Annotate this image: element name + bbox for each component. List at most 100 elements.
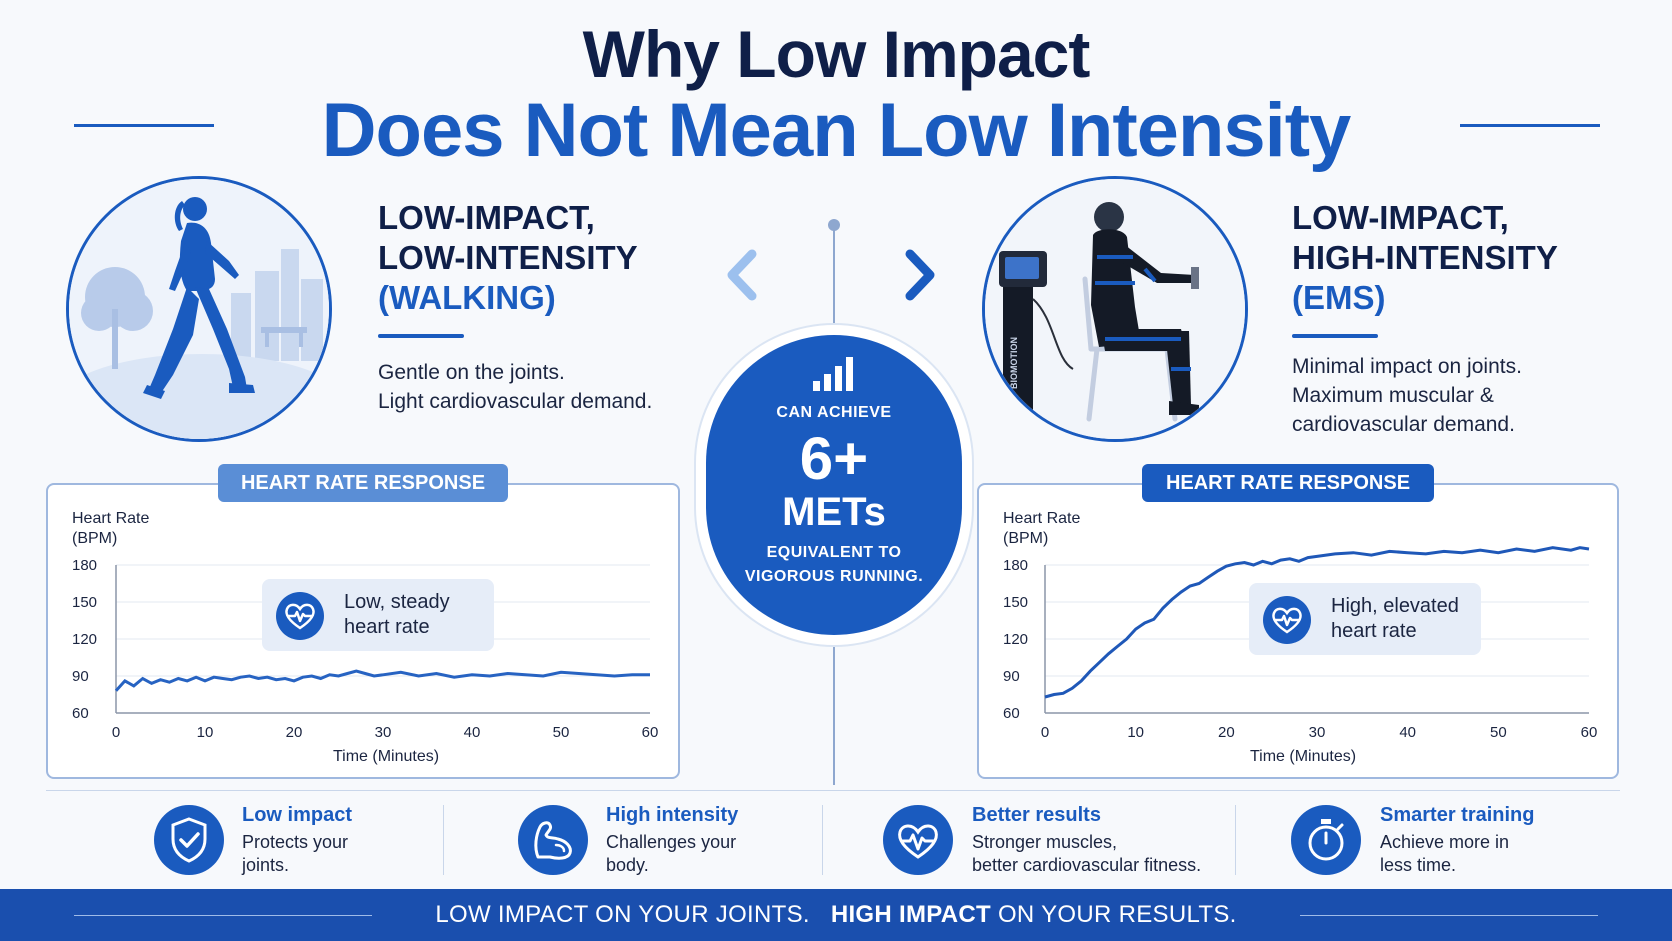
- left-callout-text: Low, steady heart rate: [344, 590, 450, 640]
- right-chart-xtick-30: 30: [1309, 724, 1326, 741]
- heart-pulse-icon: [1263, 596, 1311, 644]
- feature-divider-3: [1235, 805, 1236, 875]
- left-chart-ytick-60: 60: [72, 705, 89, 722]
- mets-badge: CAN ACHIEVE 6+ METs EQUIVALENT TO VIGORO…: [706, 335, 962, 635]
- feature-high-intensity-title: High intensity: [606, 804, 739, 826]
- right-description: Minimal impact on joints. Maximum muscul…: [1292, 352, 1522, 439]
- right-chart-xlabel: Time (Minutes): [1250, 748, 1356, 765]
- center-divider-bottom: [833, 640, 835, 785]
- left-chart-xtick-0: 0: [112, 724, 120, 741]
- footer-left-rule: [74, 915, 372, 916]
- right-chart-xtick-10: 10: [1127, 724, 1144, 741]
- right-text-line-3: cardiovascular demand.: [1292, 413, 1515, 436]
- feature-smarter-training-line-2: less time.: [1380, 855, 1457, 875]
- left-chart-ytick-120: 120: [72, 631, 97, 648]
- feature-high-intensity-line-1: Challenges your: [606, 832, 737, 852]
- right-chart-xtick-20: 20: [1218, 724, 1235, 741]
- title-left-rule: [74, 124, 214, 127]
- left-chart-xlabel: Time (Minutes): [333, 748, 439, 765]
- footer-part-3: ON YOUR RESULTS.: [997, 901, 1237, 928]
- right-callout-line-1: High, elevated: [1331, 595, 1459, 617]
- feature-low-impact-icon-wrap: [154, 805, 224, 875]
- feature-divider-1: [443, 805, 444, 875]
- feature-better-results-line-1: Stronger muscles,: [972, 832, 1118, 852]
- feature-smarter-training-icon-wrap: [1291, 805, 1361, 875]
- left-chart-ticks: 60 90 120 150 180 0 10 20 30 40 50 60: [72, 557, 658, 741]
- chevron-right-icon: [905, 249, 935, 301]
- right-heading: LOW-IMPACT, HIGH-INTENSITY (EMS): [1292, 198, 1558, 318]
- left-chart-ylabel-2: (BPM): [72, 530, 117, 547]
- left-chart-ytick-90: 90: [72, 668, 89, 685]
- footer-part-2: HIGH IMPACT: [830, 901, 991, 928]
- left-callout-line-2: heart rate: [344, 616, 430, 638]
- mets-badge-line-3: VIGOROUS RUNNING.: [744, 568, 924, 585]
- left-chart-xtick-60: 60: [642, 724, 659, 741]
- right-heading-underline: [1292, 334, 1378, 338]
- left-heading-line-2: LOW-INTENSITY: [378, 239, 638, 276]
- right-chart-ytick-90: 90: [1003, 668, 1020, 685]
- feature-smarter-training-line-1: Achieve more in: [1380, 832, 1510, 852]
- left-chart-xtick-30: 30: [375, 724, 392, 741]
- feature-better-results: Better results Stronger muscles, better …: [972, 804, 1201, 877]
- left-text-line-1: Gentle on the joints.: [378, 361, 565, 384]
- left-chart-xtick-10: 10: [197, 724, 214, 741]
- right-chart-ylabel-1: Heart Rate: [1003, 510, 1080, 527]
- left-heading-line-3: (WALKING): [378, 279, 556, 316]
- heart-pulse-icon: [898, 824, 938, 859]
- mets-badge-number: 6+: [799, 425, 869, 492]
- left-chart-tab: HEART RATE RESPONSE: [218, 464, 508, 502]
- footer-part-1: LOW IMPACT ON YOUR JOINTS.: [435, 901, 810, 928]
- features-top-divider: [46, 790, 1620, 791]
- right-text-line-2: Maximum muscular &: [1292, 384, 1494, 407]
- right-chart-xtick-50: 50: [1490, 724, 1507, 741]
- left-chart-ylabel-1: Heart Rate: [72, 510, 149, 527]
- center-divider-top: [833, 224, 835, 328]
- left-chart-xtick-20: 20: [286, 724, 303, 741]
- right-text-line-1: Minimal impact on joints.: [1292, 355, 1522, 378]
- title-line-1: Why Low Impact: [582, 17, 1091, 91]
- right-chart-ytick-150: 150: [1003, 594, 1028, 611]
- mets-badge-unit: METs: [782, 490, 886, 534]
- left-text-line-2: Light cardiovascular demand.: [378, 390, 653, 413]
- machine-label: BIOMOTION: [1009, 337, 1019, 389]
- walking-woman-icon: [69, 179, 329, 439]
- feature-high-intensity: High intensity Challenges your body.: [606, 804, 738, 877]
- left-callout-line-1: Low, steady: [344, 591, 450, 613]
- left-heading-underline: [378, 334, 464, 338]
- right-heading-line-2: HIGH-INTENSITY: [1292, 239, 1558, 276]
- feature-smarter-training-title: Smarter training: [1380, 804, 1535, 826]
- right-chart-xtick-40: 40: [1399, 724, 1416, 741]
- ems-training-icon: BIOMOTION: [985, 179, 1245, 439]
- feature-low-impact: Low impact Protects your joints.: [242, 804, 352, 877]
- left-description: Gentle on the joints. Light cardiovascul…: [378, 358, 652, 416]
- ems-photo: BIOMOTION: [982, 176, 1248, 442]
- right-heading-line-1: LOW-IMPACT,: [1292, 199, 1509, 236]
- left-chart-xtick-40: 40: [464, 724, 481, 741]
- right-callout-line-2: heart rate: [1331, 620, 1417, 642]
- mets-badge-line-2: EQUIVALENT TO: [766, 544, 902, 561]
- left-chart-ytick-180: 180: [72, 557, 97, 574]
- right-chart-callout: High, elevated heart rate: [1249, 583, 1481, 655]
- left-chart-callout: Low, steady heart rate: [262, 579, 494, 651]
- right-chart-xtick-0: 0: [1041, 724, 1049, 741]
- stopwatch-icon: [1308, 819, 1344, 861]
- feature-low-impact-line-2: joints.: [242, 855, 290, 875]
- title-line-2: Does Not Mean Low Intensity: [321, 88, 1352, 173]
- feature-high-intensity-icon-wrap: [518, 805, 588, 875]
- right-chart-ytick-120: 120: [1003, 631, 1028, 648]
- left-heading-line-1: LOW-IMPACT,: [378, 199, 595, 236]
- feature-low-impact-title: Low impact: [242, 804, 353, 826]
- right-chart-xtick-60: 60: [1581, 724, 1598, 741]
- heart-pulse-icon: [276, 592, 324, 640]
- feature-better-results-title: Better results: [972, 804, 1101, 826]
- right-chart-ticks: 60 90 120 150 180 0 10 20 30 40 50 60: [1003, 557, 1597, 741]
- mets-badge-line-1: CAN ACHIEVE: [776, 404, 892, 421]
- footer-right-rule: [1300, 915, 1598, 916]
- feature-low-impact-line-1: Protects your: [242, 832, 349, 852]
- center-divider-dot: [828, 219, 840, 231]
- left-heading: LOW-IMPACT, LOW-INTENSITY (WALKING): [378, 198, 638, 318]
- right-chart-tab: HEART RATE RESPONSE: [1142, 464, 1434, 502]
- footer-tagline: LOW IMPACT ON YOUR JOINTS. HIGH IMPACT O…: [0, 901, 1672, 929]
- feature-smarter-training: Smarter training Achieve more in less ti…: [1380, 804, 1534, 877]
- feature-better-results-line-2: better cardiovascular fitness.: [972, 855, 1202, 875]
